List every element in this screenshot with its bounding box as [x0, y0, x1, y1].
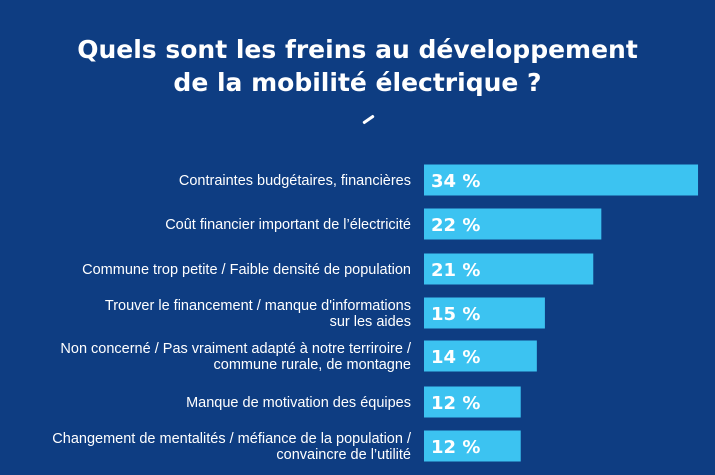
bar-value-label: 34 %	[431, 171, 480, 192]
bar-value-label: 21 %	[431, 260, 480, 281]
bar-group: 21 % Commune trop petite / Faible densité…	[82, 253, 594, 285]
category-label-line: Non concerné / Pas vraiment adapté à not…	[60, 341, 412, 357]
bar-group: 12 % Changement de mentalités / méfiance …	[52, 430, 521, 463]
category-label-line: commune rurale, de montagne	[214, 357, 411, 373]
category-label: Commune trop petite / Faible densité de …	[82, 262, 411, 278]
bar-value-label: 22 %	[431, 215, 480, 236]
bar	[424, 386, 521, 418]
category-label-line: Manque de motivation des équipes	[186, 395, 411, 411]
bar-group: 34 % Contraintes budgétaires, financières	[179, 164, 699, 196]
category-label-line: sur les aides	[330, 314, 411, 330]
category-label: Manque de motivation des équipes	[186, 395, 411, 411]
category-label-line: Contraintes budgétaires, financières	[179, 173, 411, 189]
bar-value-label: 12 %	[431, 393, 480, 414]
category-label-line: Trouver le financement / manque d'inform…	[105, 298, 411, 314]
bar-value-label: 12 %	[431, 437, 480, 458]
bar	[424, 340, 537, 372]
bar-value-label: 14 %	[431, 347, 480, 368]
category-label: Trouver le financement / manque d'inform…	[105, 298, 411, 330]
bar	[424, 164, 699, 196]
category-label-line: Coût financier important de l’électricit…	[165, 217, 411, 233]
bar	[424, 208, 602, 240]
chart-title-line-2: de la mobilité électrique ?	[173, 68, 542, 97]
chart-title: Quels sont les freins au développement d…	[0, 33, 715, 99]
category-label: Contraintes budgétaires, financières	[179, 173, 411, 189]
bar-value-label: 15 %	[431, 304, 480, 325]
category-label: Non concerné / Pas vraiment adapté à not…	[60, 341, 412, 373]
bar	[424, 297, 545, 329]
category-label: Coût financier important de l’électricit…	[165, 217, 411, 233]
bar	[424, 253, 594, 285]
bar	[424, 430, 521, 462]
category-label-line: Commune trop petite / Faible densité de …	[82, 262, 411, 278]
category-label-line: Changement de mentalités / méfiance de l…	[52, 431, 412, 447]
bar-group: 14 % Non concerné / Pas vraiment adapté à…	[60, 340, 537, 373]
category-label-line: convaincre de l’utilité	[276, 447, 411, 463]
category-label: Changement de mentalités / méfiance de l…	[52, 431, 412, 463]
bar-group: 22 % Coût financier important de l’électr…	[165, 208, 602, 240]
bar-group: 12 % Manque de motivation des équipes	[186, 386, 521, 418]
chart-title-line-1: Quels sont les freins au développement	[77, 35, 638, 64]
bar-group: 15 % Trouver le financement / manque d'in…	[105, 297, 545, 330]
